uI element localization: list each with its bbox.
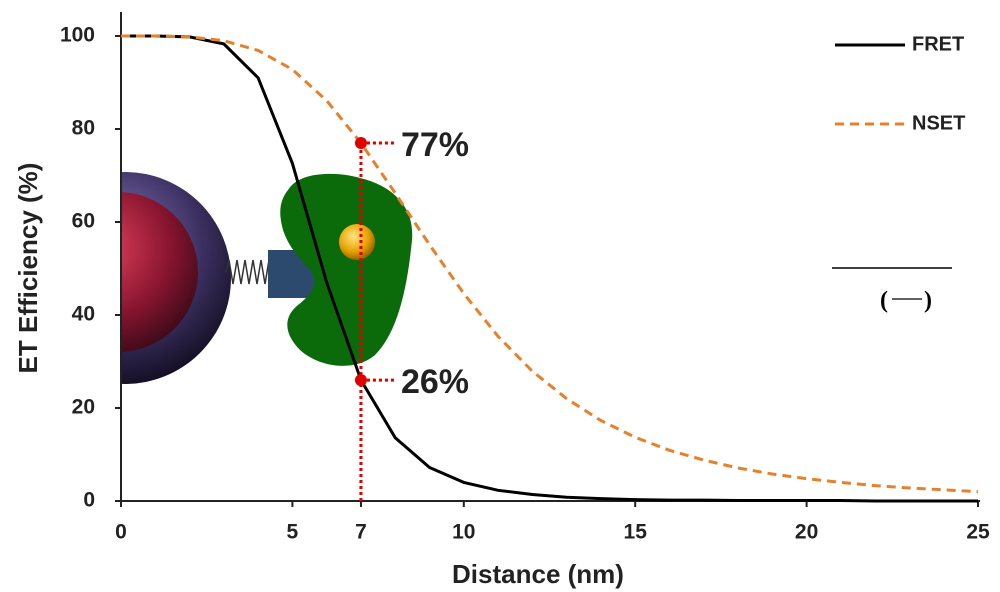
x-tick-label: 7 xyxy=(355,521,367,544)
illustration xyxy=(19,172,412,384)
y-tick-label: 20 xyxy=(72,396,95,419)
legend-label: FRET xyxy=(912,33,964,55)
y-tick-label: 0 xyxy=(83,489,95,512)
x-tick-label: 15 xyxy=(624,521,648,544)
annotation-point xyxy=(355,374,367,386)
annotation-label: 26% xyxy=(401,363,469,401)
equation: ( ) xyxy=(832,268,952,314)
annotation-label: 77% xyxy=(401,126,469,164)
series-line xyxy=(121,36,978,492)
x-tick-label: 25 xyxy=(966,521,990,544)
qd-core xyxy=(38,192,198,352)
x-tick-label: 0 xyxy=(115,521,127,544)
x-axis-title: Distance (nm) xyxy=(452,559,624,589)
annotation-point xyxy=(355,137,367,149)
x-tick-label: 5 xyxy=(287,521,299,544)
y-tick-label: 40 xyxy=(72,303,95,326)
x-tick-label: 10 xyxy=(452,521,475,544)
x-tick-label: 20 xyxy=(795,521,818,544)
y-tick-label: 100 xyxy=(60,24,95,47)
gold-particle xyxy=(339,224,375,260)
y-axis-title: ET Efficiency (%) xyxy=(13,163,43,374)
chart: Distance (nm) ET Efficiency (%) ( ) 0 20 4… xyxy=(0,0,1000,592)
y-tick-label: 80 xyxy=(72,117,95,140)
eq-paren: ( xyxy=(880,288,888,314)
eq-paren: ) xyxy=(924,288,932,314)
legend-label: NSET xyxy=(912,112,965,134)
y-tick-label: 60 xyxy=(72,210,95,233)
